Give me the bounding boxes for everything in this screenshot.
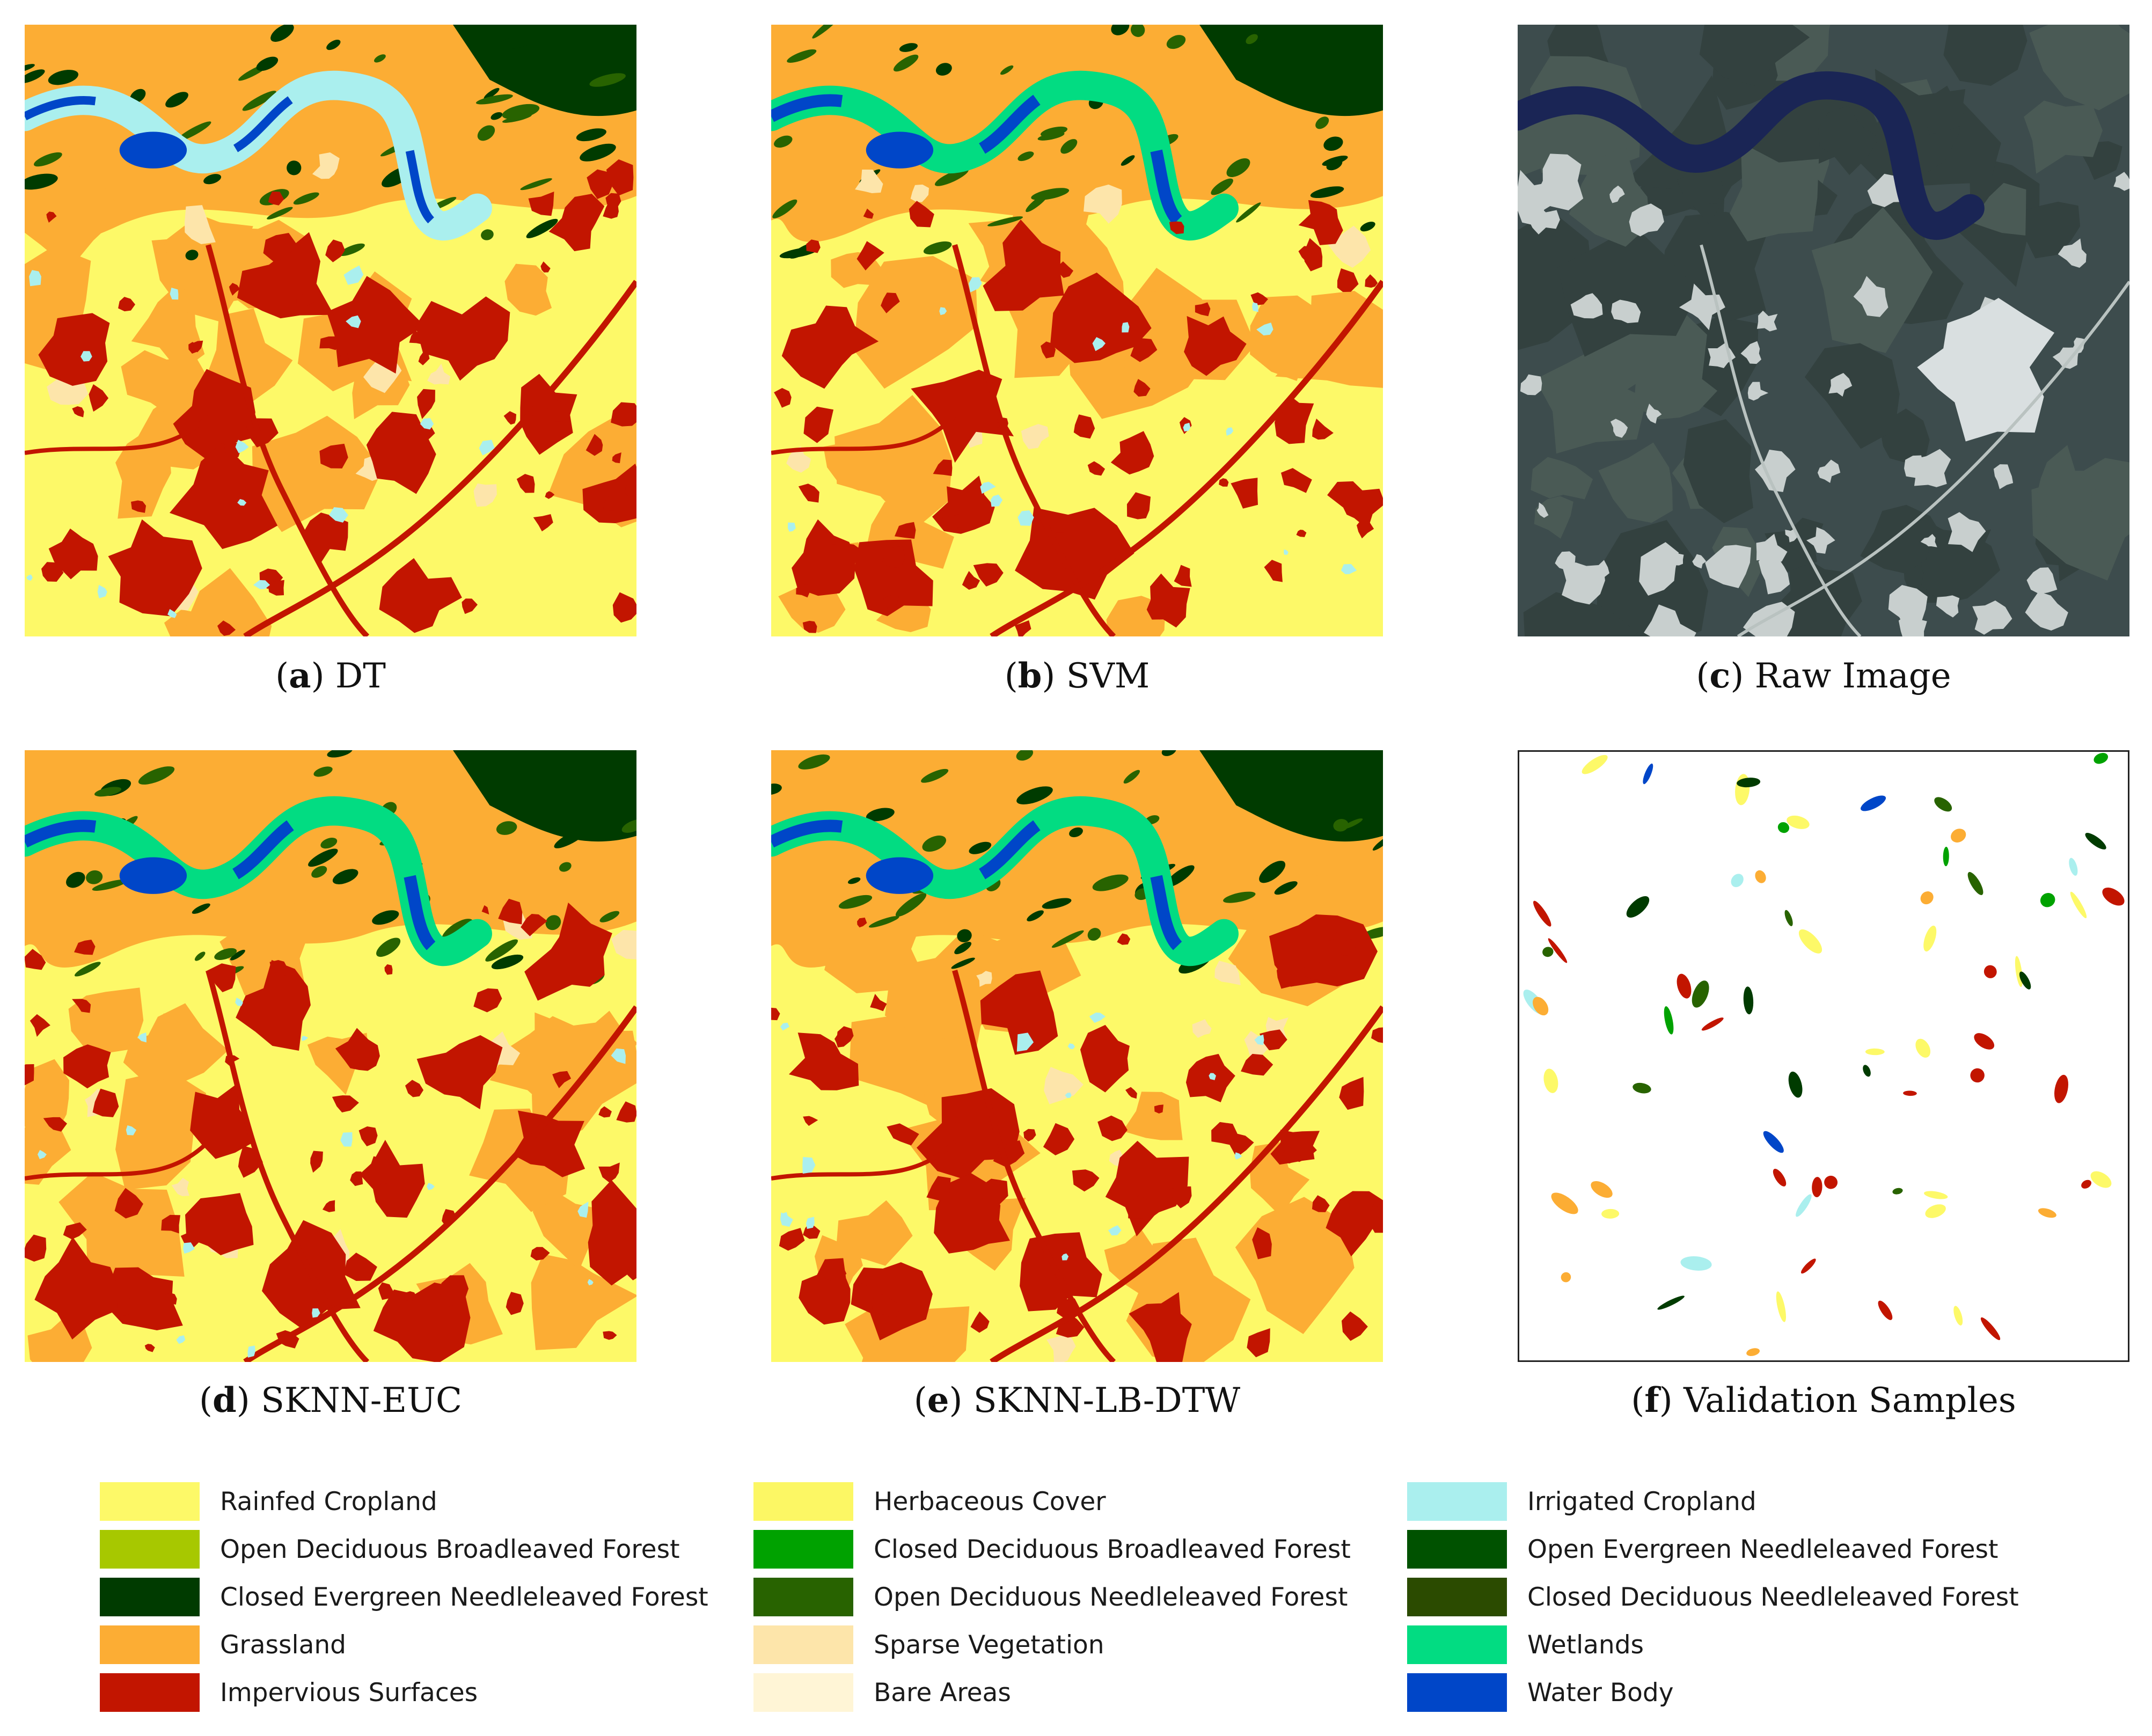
map-panel-dt — [25, 25, 636, 636]
satellite-image — [1518, 25, 2129, 636]
legend-swatch — [753, 1578, 853, 1616]
legend-swatch — [1407, 1625, 1507, 1664]
legend-item-closed-evergreen-needleleaved-forest: Closed Evergreen Needleleaved Forest — [100, 1578, 708, 1616]
caption-a: (a) DT — [275, 656, 386, 696]
legend-item-rainfed-cropland: Rainfed Cropland — [100, 1482, 437, 1521]
legend-item-irrigated-cropland: Irrigated Cropland — [1407, 1482, 1756, 1521]
legend-swatch — [1407, 1673, 1507, 1712]
map-panel-sknn-euc — [25, 750, 636, 1362]
legend-item-sparse-vegetation: Sparse Vegetation — [753, 1625, 1104, 1664]
legend-label: Sparse Vegetation — [874, 1630, 1104, 1660]
legend-label: Herbaceous Cover — [874, 1486, 1106, 1517]
legend-swatch — [753, 1625, 853, 1664]
legend-item-closed-deciduous-broadleaved-forest: Closed Deciduous Broadleaved Forest — [753, 1530, 1351, 1569]
legend-swatch — [1407, 1578, 1507, 1616]
map-panel-sknn-lb-dtw — [771, 750, 1383, 1362]
legend-item-herbaceous-cover: Herbaceous Cover — [753, 1482, 1106, 1521]
legend-label: Wetlands — [1527, 1630, 1644, 1660]
map-panel-svm — [771, 25, 1383, 636]
legend-swatch — [100, 1673, 200, 1712]
legend-swatch — [753, 1530, 853, 1569]
legend-item-open-deciduous-needleleaved-forest: Open Deciduous Needleleaved Forest — [753, 1578, 1348, 1616]
land-cover-map — [25, 25, 636, 636]
legend-label: Water Body — [1527, 1678, 1674, 1708]
legend-label: Open Evergreen Needleleaved Forest — [1527, 1534, 1999, 1564]
caption-c: (c) Raw Image — [1696, 656, 1951, 696]
land-cover-map — [771, 750, 1383, 1362]
legend-label: Rainfed Cropland — [220, 1486, 437, 1517]
legend-item-impervious-surfaces: Impervious Surfaces — [100, 1673, 478, 1712]
legend-label: Bare Areas — [874, 1678, 1011, 1708]
legend-label: Impervious Surfaces — [220, 1678, 478, 1708]
land-cover-map — [771, 25, 1383, 636]
legend-swatch — [753, 1482, 853, 1521]
land-cover-map — [25, 750, 636, 1362]
legend-item-open-deciduous-broadleaved-forest: Open Deciduous Broadleaved Forest — [100, 1530, 680, 1569]
legend-swatch — [753, 1673, 853, 1712]
legend-label: Open Deciduous Needleleaved Forest — [874, 1582, 1348, 1612]
legend-label: Open Deciduous Broadleaved Forest — [220, 1534, 680, 1564]
caption-b: (b) SVM — [1004, 656, 1150, 696]
legend-swatch — [100, 1482, 200, 1521]
validation-samples-panel — [1518, 750, 2129, 1362]
legend-swatch — [1407, 1482, 1507, 1521]
validation-sample-plot — [1519, 752, 2128, 1360]
legend-label: Closed Deciduous Broadleaved Forest — [874, 1534, 1351, 1564]
legend-label: Grassland — [220, 1630, 346, 1660]
legend-swatch — [100, 1625, 200, 1664]
legend-item-closed-deciduous-needleleaved-forest: Closed Deciduous Needleleaved Forest — [1407, 1578, 2019, 1616]
legend-label: Closed Evergreen Needleleaved Forest — [220, 1582, 708, 1612]
caption-d: (d) SKNN-EUC — [199, 1380, 462, 1420]
legend-item-open-evergreen-needleleaved-forest: Open Evergreen Needleleaved Forest — [1407, 1530, 1998, 1569]
legend-label: Irrigated Cropland — [1527, 1486, 1756, 1517]
legend-swatch — [100, 1530, 200, 1569]
caption-e: (e) SKNN-LB-DTW — [913, 1380, 1241, 1420]
legend-label: Closed Deciduous Needleleaved Forest — [1527, 1582, 2019, 1612]
caption-f: (f) Validation Samples — [1631, 1380, 2016, 1420]
raw-image-panel — [1518, 25, 2129, 636]
legend-item-water-body: Water Body — [1407, 1673, 1674, 1712]
legend-item-grassland: Grassland — [100, 1625, 346, 1664]
legend-item-wetlands: Wetlands — [1407, 1625, 1644, 1664]
legend-item-bare-areas: Bare Areas — [753, 1673, 1011, 1712]
legend-swatch — [1407, 1530, 1507, 1569]
legend-swatch — [100, 1578, 200, 1616]
